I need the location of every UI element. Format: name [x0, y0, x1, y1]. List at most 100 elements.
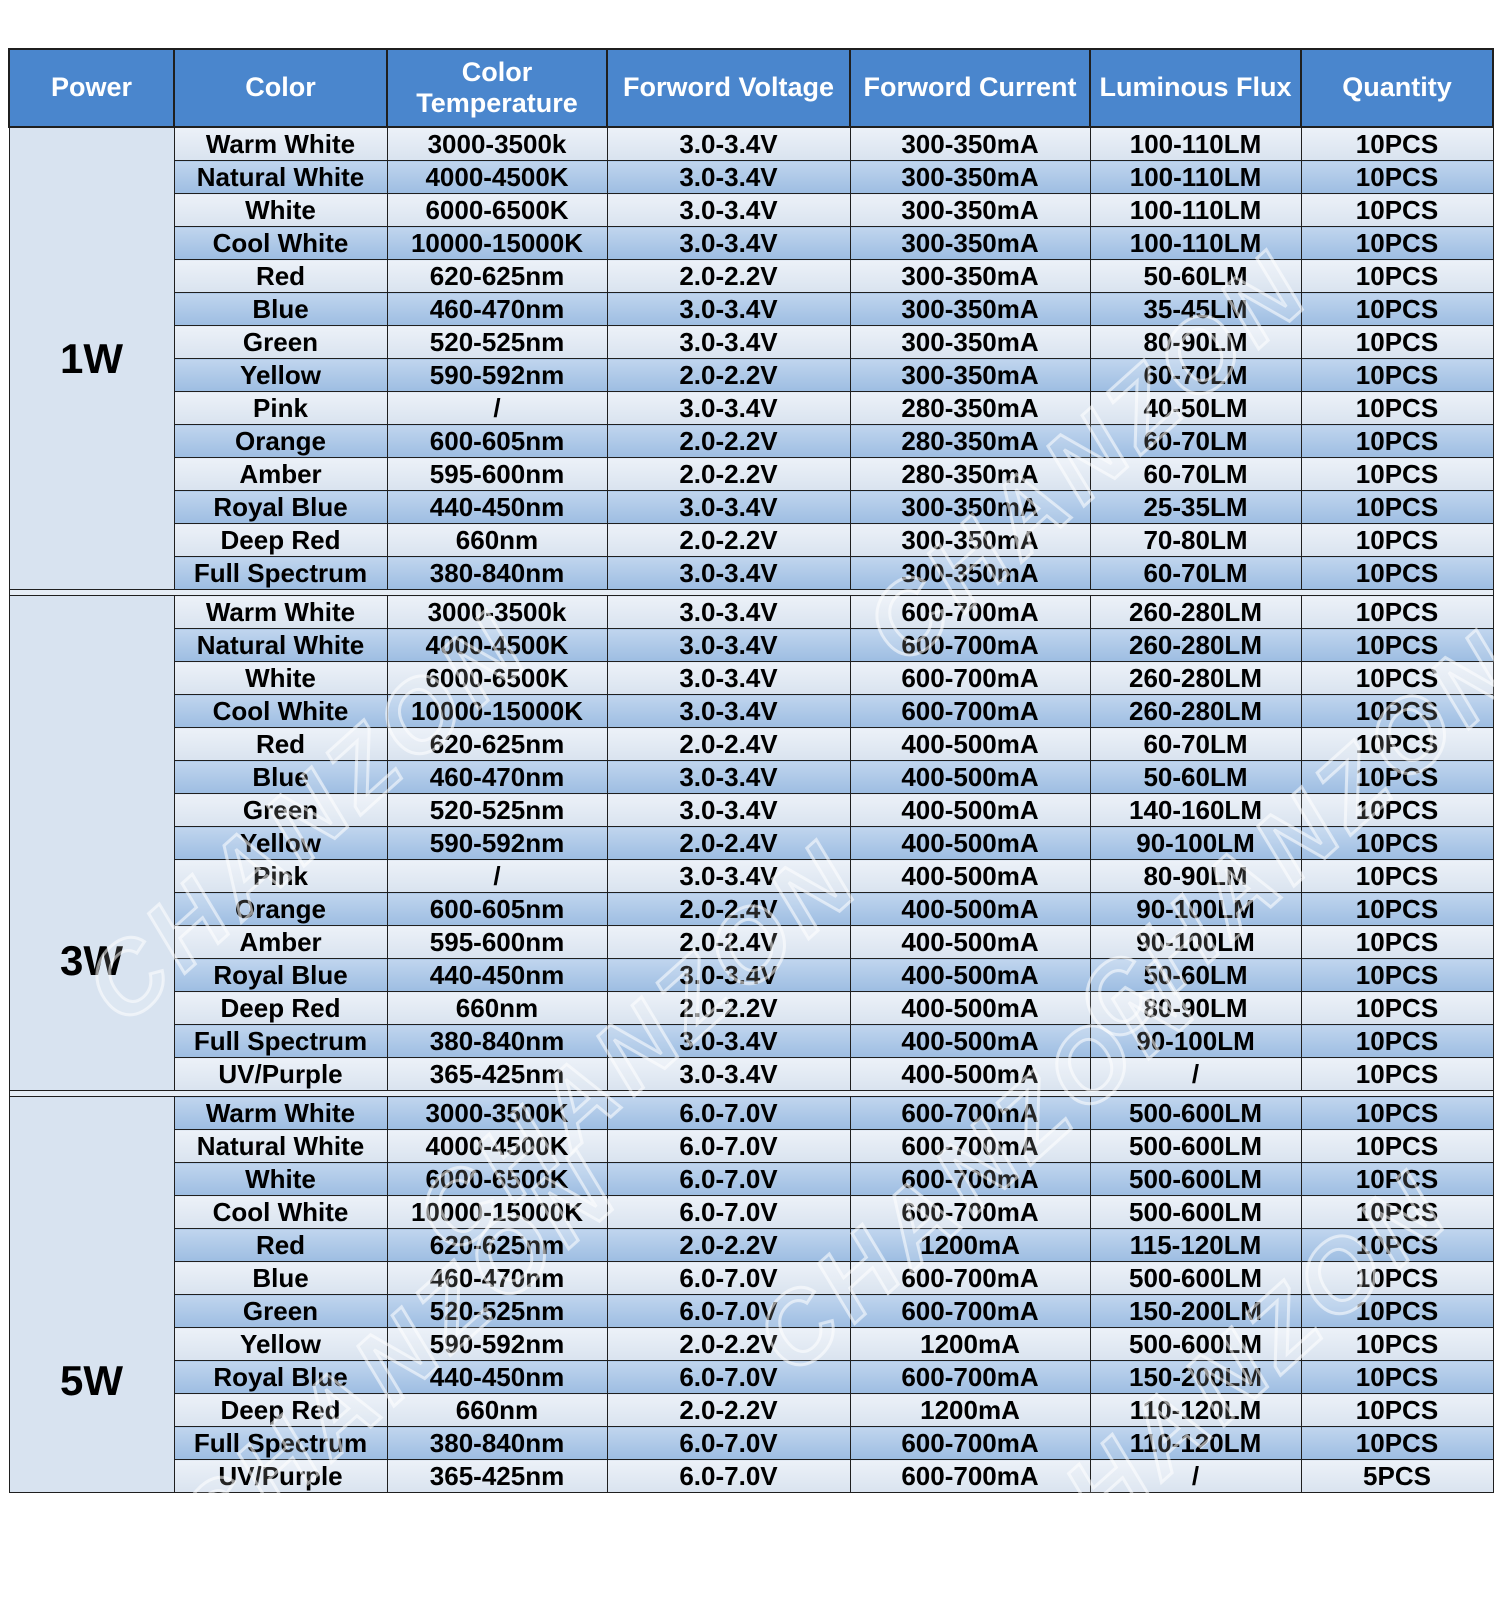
cell-luminous-flux: 500-600LM [1089, 1327, 1302, 1361]
cell-forword-current: 400-500mA [849, 1024, 1091, 1058]
cell-luminous-flux: 60-70LM [1089, 556, 1302, 590]
cell-luminous-flux: / [1089, 1057, 1302, 1091]
cell-color: Amber [173, 457, 388, 491]
cell-luminous-flux: 150-200LM [1089, 1294, 1302, 1328]
cell-color-temperature: 520-525nm [386, 325, 608, 359]
cell-luminous-flux: 500-600LM [1089, 1129, 1302, 1163]
table-row: Green 520-525nm 3.0-3.4V 300-350mA 80-90LM 10… [9, 325, 1494, 359]
cell-quantity: 10PCS [1300, 826, 1494, 860]
cell-color-temperature: 600-605nm [386, 424, 608, 458]
table-row: Red 620-625nm 2.0-2.4V 400-500mA 60-70LM 10PC… [9, 727, 1494, 761]
cell-forword-current: 1200mA [849, 1228, 1091, 1262]
cell-color-temperature: 380-840nm [386, 1024, 608, 1058]
cell-color: Pink [173, 391, 388, 425]
cell-color: Red [173, 259, 388, 293]
cell-quantity: 10PCS [1300, 628, 1494, 662]
table-row: Blue 460-470nm 3.0-3.4V 400-500mA 50-60LM 10P… [9, 760, 1494, 794]
cell-luminous-flux: 500-600LM [1089, 1162, 1302, 1196]
cell-luminous-flux: 60-70LM [1089, 424, 1302, 458]
cell-color: Red [173, 1228, 388, 1262]
cell-color-temperature: 660nm [386, 523, 608, 557]
cell-forword-current: 300-350mA [849, 490, 1091, 524]
cell-forword-current: 400-500mA [849, 793, 1091, 827]
cell-forword-current: 600-700mA [849, 694, 1091, 728]
cell-color-temperature: 620-625nm [386, 259, 608, 293]
cell-forword-voltage: 3.0-3.4V [606, 628, 851, 662]
table-row: Full Spectrum 380-840nm 6.0-7.0V 600-700mA 1… [9, 1426, 1494, 1460]
cell-color: Green [173, 1294, 388, 1328]
cell-quantity: 10PCS [1300, 259, 1494, 293]
table-row: UV/Purple 365-425nm 6.0-7.0V 600-700mA/5PCS [9, 1459, 1494, 1493]
cell-quantity: 10PCS [1300, 226, 1494, 260]
cell-color-temperature: 520-525nm [386, 793, 608, 827]
cell-color-temperature: 620-625nm [386, 727, 608, 761]
cell-color: Cool White [173, 226, 388, 260]
cell-quantity: 10PCS [1300, 859, 1494, 893]
cell-color: Blue [173, 760, 388, 794]
cell-luminous-flux: 500-600LM [1089, 1096, 1302, 1130]
cell-forword-voltage: 3.0-3.4V [606, 391, 851, 425]
cell-forword-voltage: 2.0-2.2V [606, 259, 851, 293]
table-row: 1W Warm White 3000-3500k 3.0-3.4V 300-350mA 1… [8, 126, 1494, 590]
cell-color: Royal Blue [173, 490, 388, 524]
cell-forword-voltage: 3.0-3.4V [606, 958, 851, 992]
cell-color: Orange [173, 424, 388, 458]
cell-forword-voltage: 2.0-2.2V [606, 424, 851, 458]
cell-color-temperature: 3000-3500k [386, 126, 608, 161]
cell-luminous-flux: 90-100LM [1089, 892, 1302, 926]
cell-luminous-flux: 100-110LM [1089, 226, 1302, 260]
power-group-label: 1W [8, 126, 175, 590]
table-row: Cool White 10000-15000K 3.0-3.4V 300-350mA 1… [9, 226, 1494, 260]
cell-quantity: 10PCS [1300, 292, 1494, 326]
header-quantity: Quantity [1300, 48, 1494, 128]
cell-luminous-flux: 60-70LM [1089, 727, 1302, 761]
table-row: White 6000-6500K 6.0-7.0V 600-700mA 500-600L… [9, 1162, 1494, 1196]
cell-quantity: 10PCS [1300, 556, 1494, 590]
cell-color: UV/Purple [173, 1057, 388, 1091]
cell-luminous-flux: 260-280LM [1089, 694, 1302, 728]
cell-color-temperature: 4000-4500K [386, 628, 608, 662]
cell-quantity: 10PCS [1300, 1162, 1494, 1196]
cell-color: Blue [173, 1261, 388, 1295]
cell-forword-current: 600-700mA [849, 628, 1091, 662]
cell-color: Cool White [173, 1195, 388, 1229]
cell-color: Warm White [173, 595, 388, 629]
cell-forword-current: 600-700mA [849, 1162, 1091, 1196]
table-row: Yellow 590-592nm 2.0-2.4V 400-500mA 90-100LM… [9, 826, 1494, 860]
cell-color-temperature: 3000-3500k [386, 595, 608, 629]
cell-color: Green [173, 325, 388, 359]
cell-forword-current: 400-500mA [849, 1057, 1091, 1091]
cell-color-temperature: 460-470nm [386, 1261, 608, 1295]
table-row: White 6000-6500K 3.0-3.4V 600-700mA 260-280L… [9, 661, 1494, 695]
table-row: Royal Blue 440-450nm 3.0-3.4V 400-500mA 50-6… [9, 958, 1494, 992]
table-row: 5W Warm White 3000-3500K 6.0-7.0V 600-700mA 5… [8, 1096, 1494, 1493]
cell-forword-voltage: 6.0-7.0V [606, 1162, 851, 1196]
cell-forword-current: 600-700mA [849, 1294, 1091, 1328]
table-row: UV/Purple 365-425nm 3.0-3.4V 400-500mA/10PC… [9, 1057, 1494, 1091]
cell-color-temperature: 4000-4500K [386, 160, 608, 194]
cell-color: Royal Blue [173, 958, 388, 992]
cell-color: Orange [173, 892, 388, 926]
cell-color-temperature: 660nm [386, 1393, 608, 1427]
cell-forword-current: 600-700mA [849, 595, 1091, 629]
cell-quantity: 5PCS [1300, 1459, 1494, 1493]
cell-forword-current: 1200mA [849, 1327, 1091, 1361]
cell-forword-current: 300-350mA [849, 358, 1091, 392]
cell-color-temperature: 10000-15000K [386, 694, 608, 728]
cell-quantity: 10PCS [1300, 1195, 1494, 1229]
cell-quantity: 10PCS [1300, 126, 1494, 161]
table-row: Pink/3.0-3.4V 400-500mA 80-90LM 10PCS [9, 859, 1494, 893]
cell-forword-voltage: 2.0-2.2V [606, 1327, 851, 1361]
header-color-temperature: Color Temperature [386, 48, 608, 128]
cell-color: Yellow [173, 1327, 388, 1361]
cell-forword-current: 600-700mA [849, 1360, 1091, 1394]
cell-color: Amber [173, 925, 388, 959]
cell-color: UV/Purple [173, 1459, 388, 1493]
cell-luminous-flux: 50-60LM [1089, 259, 1302, 293]
table-row: Cool White 10000-15000K 6.0-7.0V 600-700mA 5… [9, 1195, 1494, 1229]
cell-forword-current: 600-700mA [849, 1195, 1091, 1229]
cell-color: Full Spectrum [173, 1024, 388, 1058]
table-row: Cool White 10000-15000K 3.0-3.4V 600-700mA 2… [9, 694, 1494, 728]
power-group-label: 5W [8, 1096, 175, 1493]
cell-color: Blue [173, 292, 388, 326]
